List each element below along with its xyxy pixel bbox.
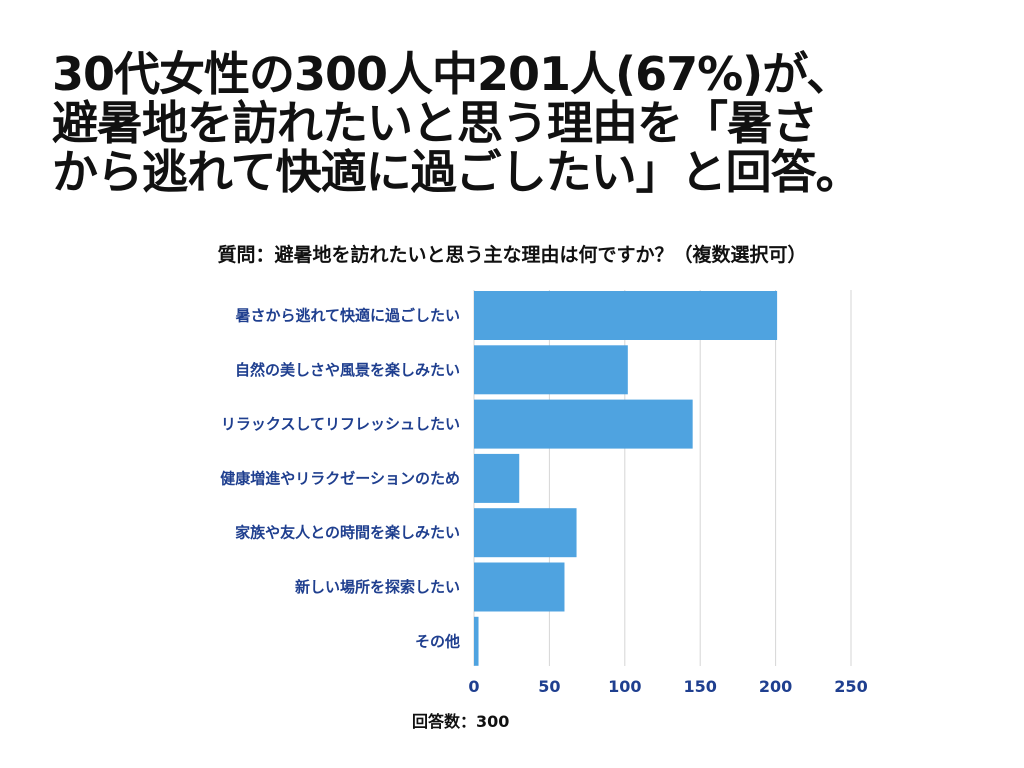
x-tick-label-200: 200: [759, 677, 792, 696]
headline-line-2: 避暑地を訪れたいと思う理由を「暑さ: [52, 96, 818, 150]
bar-6: [474, 562, 565, 612]
headline-line-3: から逃れて快適に過ごしたい」と回答。: [52, 145, 862, 199]
category-label-1: 暑さから逃れて快適に過ごしたい: [235, 307, 460, 325]
bar-5: [474, 508, 577, 558]
x-tick-label-50: 50: [538, 677, 560, 696]
headline-line-1: 30代女性の300人中201人(67%)が、: [52, 47, 852, 101]
bar-2: [474, 345, 628, 395]
category-label-6: 新しい場所を探索したい: [295, 578, 460, 596]
x-tick-label-150: 150: [683, 677, 716, 696]
bar-3: [474, 399, 693, 449]
x-tick-label-0: 0: [468, 677, 479, 696]
bar-1: [474, 291, 778, 340]
category-label-7: その他: [415, 632, 460, 650]
category-label-2: 自然の美しさや風景を楽しみたい: [235, 361, 460, 379]
x-tick-label-100: 100: [608, 677, 641, 696]
category-label-5: 家族や友人との時間を楽しみたい: [235, 524, 460, 542]
chart-title: 質問：避暑地を訪れたいと思う主な理由は何ですか？（複数選択可）: [217, 244, 807, 266]
category-label-4: 健康増進やリラクゼーションのため: [220, 469, 460, 487]
respondent-count: 回答数：300: [412, 712, 510, 731]
bar-7: [474, 616, 479, 666]
x-tick-label-250: 250: [834, 677, 867, 696]
headline: 30代女性の300人中201人(67%)が、 避暑地を訪れたいと思う理由を「暑さ…: [52, 50, 992, 197]
category-label-3: リラックスしてリフレッシュしたい: [221, 415, 460, 433]
bar-4: [474, 453, 520, 503]
